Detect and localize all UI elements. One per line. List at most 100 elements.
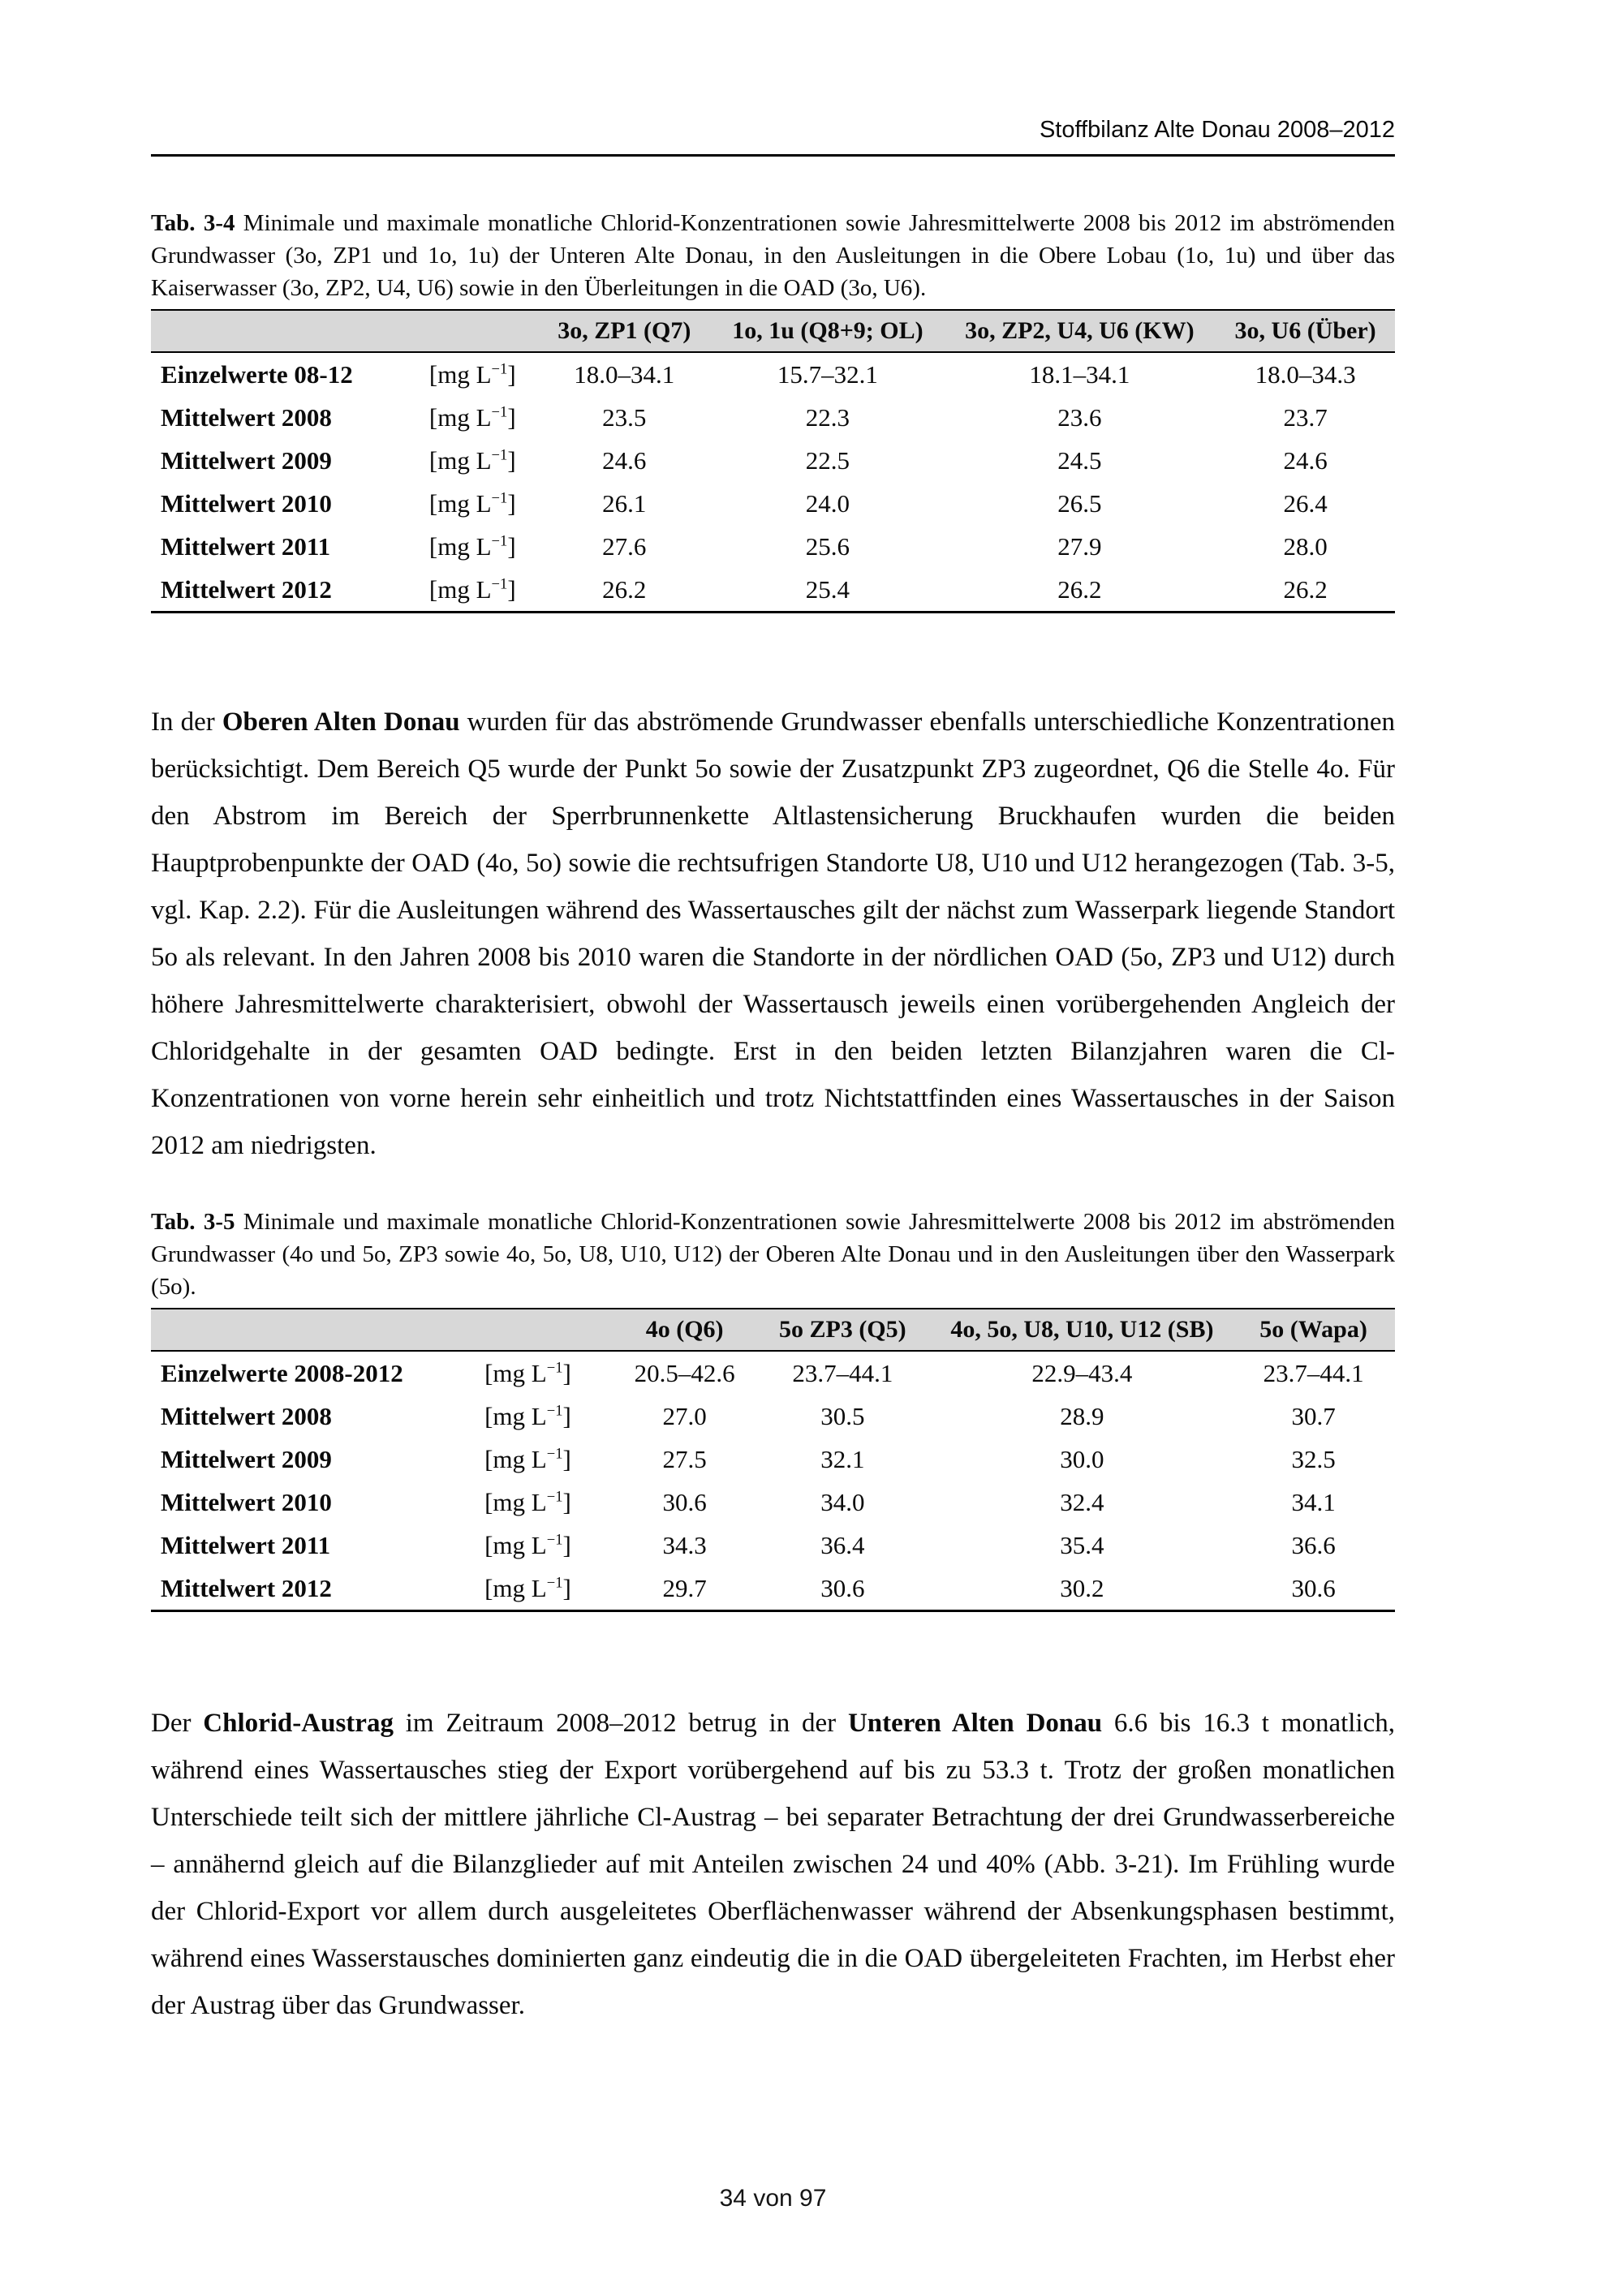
value-cell: 27.0 bbox=[662, 1401, 707, 1430]
row-label: Einzelwerte 08-12 bbox=[161, 359, 353, 389]
header-cell-empty bbox=[439, 1309, 617, 1352]
caption-text: Minimale und maximale monatliche Chlorid… bbox=[151, 1209, 1395, 1300]
unit-superscript: −1 bbox=[491, 403, 508, 421]
paragraph-text: 6.6 bis 16.3 t monatlich, während eines … bbox=[151, 1709, 1395, 2020]
column-header: 3o, U6 (Über) bbox=[1216, 310, 1395, 353]
unit-prefix: [mg L bbox=[428, 531, 492, 561]
paragraph-2: Der Chlorid-Austrag im Zeitraum 2008–201… bbox=[151, 1700, 1395, 2029]
value-cell: 30.2 bbox=[1060, 1573, 1104, 1602]
value-cell: 32.1 bbox=[820, 1444, 865, 1473]
table-row: Mittelwert 2012 [mg L−1] 26.2 25.4 26.2 … bbox=[151, 568, 1395, 613]
unit-prefix: [mg L bbox=[428, 574, 492, 604]
value-cell: 30.6 bbox=[820, 1573, 865, 1602]
unit-prefix: [mg L bbox=[484, 1573, 547, 1602]
value-cell: 27.6 bbox=[602, 531, 647, 561]
value-cell: 18.1–34.1 bbox=[1029, 359, 1130, 389]
value-cell: 26.1 bbox=[602, 488, 647, 518]
unit-superscript: −1 bbox=[491, 532, 508, 550]
value-cell: 27.9 bbox=[1057, 531, 1102, 561]
row-label: Mittelwert 2008 bbox=[161, 1401, 332, 1430]
unit-suffix: ] bbox=[507, 445, 516, 475]
table-row: Mittelwert 2012 [mg L−1] 29.7 30.6 30.2 … bbox=[151, 1567, 1395, 1611]
value-cell: 30.5 bbox=[820, 1401, 865, 1430]
value-cell: 26.2 bbox=[602, 574, 647, 604]
paragraph-bold-text: Oberen Alten Donau bbox=[222, 707, 460, 737]
value-cell: 23.6 bbox=[1057, 402, 1102, 432]
row-label: Mittelwert 2011 bbox=[161, 531, 331, 561]
value-cell: 24.6 bbox=[1283, 445, 1328, 475]
value-cell: 35.4 bbox=[1060, 1530, 1104, 1559]
unit-suffix: ] bbox=[507, 488, 516, 518]
value-cell: 34.1 bbox=[1291, 1487, 1336, 1516]
unit-superscript: −1 bbox=[546, 1402, 563, 1420]
table-3-4: 3o, ZP1 (Q7) 1o, 1u (Q8+9; OL) 3o, ZP2, … bbox=[151, 309, 1395, 613]
unit-prefix: [mg L bbox=[428, 359, 492, 389]
unit-suffix: ] bbox=[562, 1487, 571, 1516]
paragraph-1: In der Oberen Alten Donau wurden für das… bbox=[151, 699, 1395, 1169]
unit-superscript: −1 bbox=[491, 360, 508, 378]
unit-cell: [mg L−1] bbox=[408, 396, 536, 439]
unit-prefix: [mg L bbox=[428, 445, 492, 475]
caption-label: Tab. 3-4 bbox=[151, 210, 235, 236]
unit-suffix: ] bbox=[562, 1530, 571, 1559]
unit-cell: [mg L−1] bbox=[440, 1567, 617, 1611]
value-cell: 25.4 bbox=[805, 574, 850, 604]
unit-superscript: −1 bbox=[491, 446, 508, 464]
running-header: Stoffbilanz Alte Donau 2008–2012 bbox=[151, 116, 1395, 157]
unit-cell: [mg L−1] bbox=[408, 352, 536, 396]
table-row: Mittelwert 2010 [mg L−1] 30.6 34.0 32.4 … bbox=[151, 1481, 1395, 1524]
value-cell: 30.0 bbox=[1060, 1444, 1104, 1473]
paragraph-bold-text: Unteren Alten Donau bbox=[847, 1709, 1103, 1738]
row-label: Mittelwert 2009 bbox=[161, 1444, 332, 1473]
value-cell: 26.2 bbox=[1283, 574, 1328, 604]
table-row: Mittelwert 2008 [mg L−1] 23.5 22.3 23.6 … bbox=[151, 396, 1395, 439]
unit-prefix: [mg L bbox=[484, 1444, 547, 1473]
unit-superscript: −1 bbox=[491, 575, 508, 593]
value-cell: 34.0 bbox=[820, 1487, 865, 1516]
header-cell-empty bbox=[151, 310, 409, 353]
table-row: Einzelwerte 2008-2012 [mg L−1] 20.5–42.6… bbox=[151, 1351, 1395, 1395]
column-header: 4o, 5o, U8, U10, U12 (SB) bbox=[932, 1309, 1233, 1352]
paragraph-bold-text: Chlorid-Austrag bbox=[203, 1709, 394, 1738]
value-cell: 29.7 bbox=[662, 1573, 707, 1602]
table-row: Mittelwert 2011 [mg L−1] 27.6 25.6 27.9 … bbox=[151, 525, 1395, 568]
unit-prefix: [mg L bbox=[484, 1487, 547, 1516]
table-3-5: 4o (Q6) 5o ZP3 (Q5) 4o, 5o, U8, U10, U12… bbox=[151, 1308, 1395, 1612]
paragraph-text: wurden für das abströmende Grundwasser e… bbox=[151, 707, 1395, 1160]
row-label: Einzelwerte 2008-2012 bbox=[161, 1358, 403, 1387]
value-cell: 15.7–32.1 bbox=[777, 359, 878, 389]
unit-cell: [mg L−1] bbox=[408, 439, 536, 482]
value-cell: 30.6 bbox=[1291, 1573, 1336, 1602]
column-header: 3o, ZP2, U4, U6 (KW) bbox=[943, 310, 1216, 353]
header-cell-empty bbox=[151, 1309, 440, 1352]
paragraph-text: im Zeitraum 2008–2012 betrug in der bbox=[393, 1709, 848, 1738]
value-cell: 23.7 bbox=[1283, 402, 1328, 432]
column-header: 3o, ZP1 (Q7) bbox=[536, 310, 712, 353]
table-row: Mittelwert 2008 [mg L−1] 27.0 30.5 28.9 … bbox=[151, 1395, 1395, 1438]
unit-superscript: −1 bbox=[546, 1445, 563, 1463]
value-cell: 32.5 bbox=[1291, 1444, 1336, 1473]
row-label: Mittelwert 2011 bbox=[161, 1530, 331, 1559]
value-cell: 28.9 bbox=[1060, 1401, 1104, 1430]
column-header: 4o (Q6) bbox=[616, 1309, 753, 1352]
column-header: 5o (Wapa) bbox=[1232, 1309, 1395, 1352]
value-cell: 24.5 bbox=[1057, 445, 1102, 475]
value-cell: 36.6 bbox=[1291, 1530, 1336, 1559]
unit-superscript: −1 bbox=[546, 1488, 563, 1506]
caption-text: Minimale und maximale monatliche Chlorid… bbox=[151, 210, 1395, 301]
value-cell: 34.3 bbox=[662, 1530, 707, 1559]
value-cell: 18.0–34.1 bbox=[574, 359, 675, 389]
value-cell: 23.7–44.1 bbox=[792, 1358, 893, 1387]
unit-cell: [mg L−1] bbox=[440, 1438, 617, 1481]
value-cell: 25.6 bbox=[805, 531, 850, 561]
unit-prefix: [mg L bbox=[484, 1530, 547, 1559]
unit-suffix: ] bbox=[507, 402, 516, 432]
row-label: Mittelwert 2010 bbox=[161, 1487, 332, 1516]
row-label: Mittelwert 2010 bbox=[161, 488, 332, 518]
table-row: Mittelwert 2009 [mg L−1] 24.6 22.5 24.5 … bbox=[151, 439, 1395, 482]
unit-prefix: [mg L bbox=[428, 402, 492, 432]
unit-cell: [mg L−1] bbox=[440, 1395, 617, 1438]
value-cell: 27.5 bbox=[662, 1444, 707, 1473]
unit-cell: [mg L−1] bbox=[440, 1351, 617, 1395]
value-cell: 30.7 bbox=[1291, 1401, 1336, 1430]
